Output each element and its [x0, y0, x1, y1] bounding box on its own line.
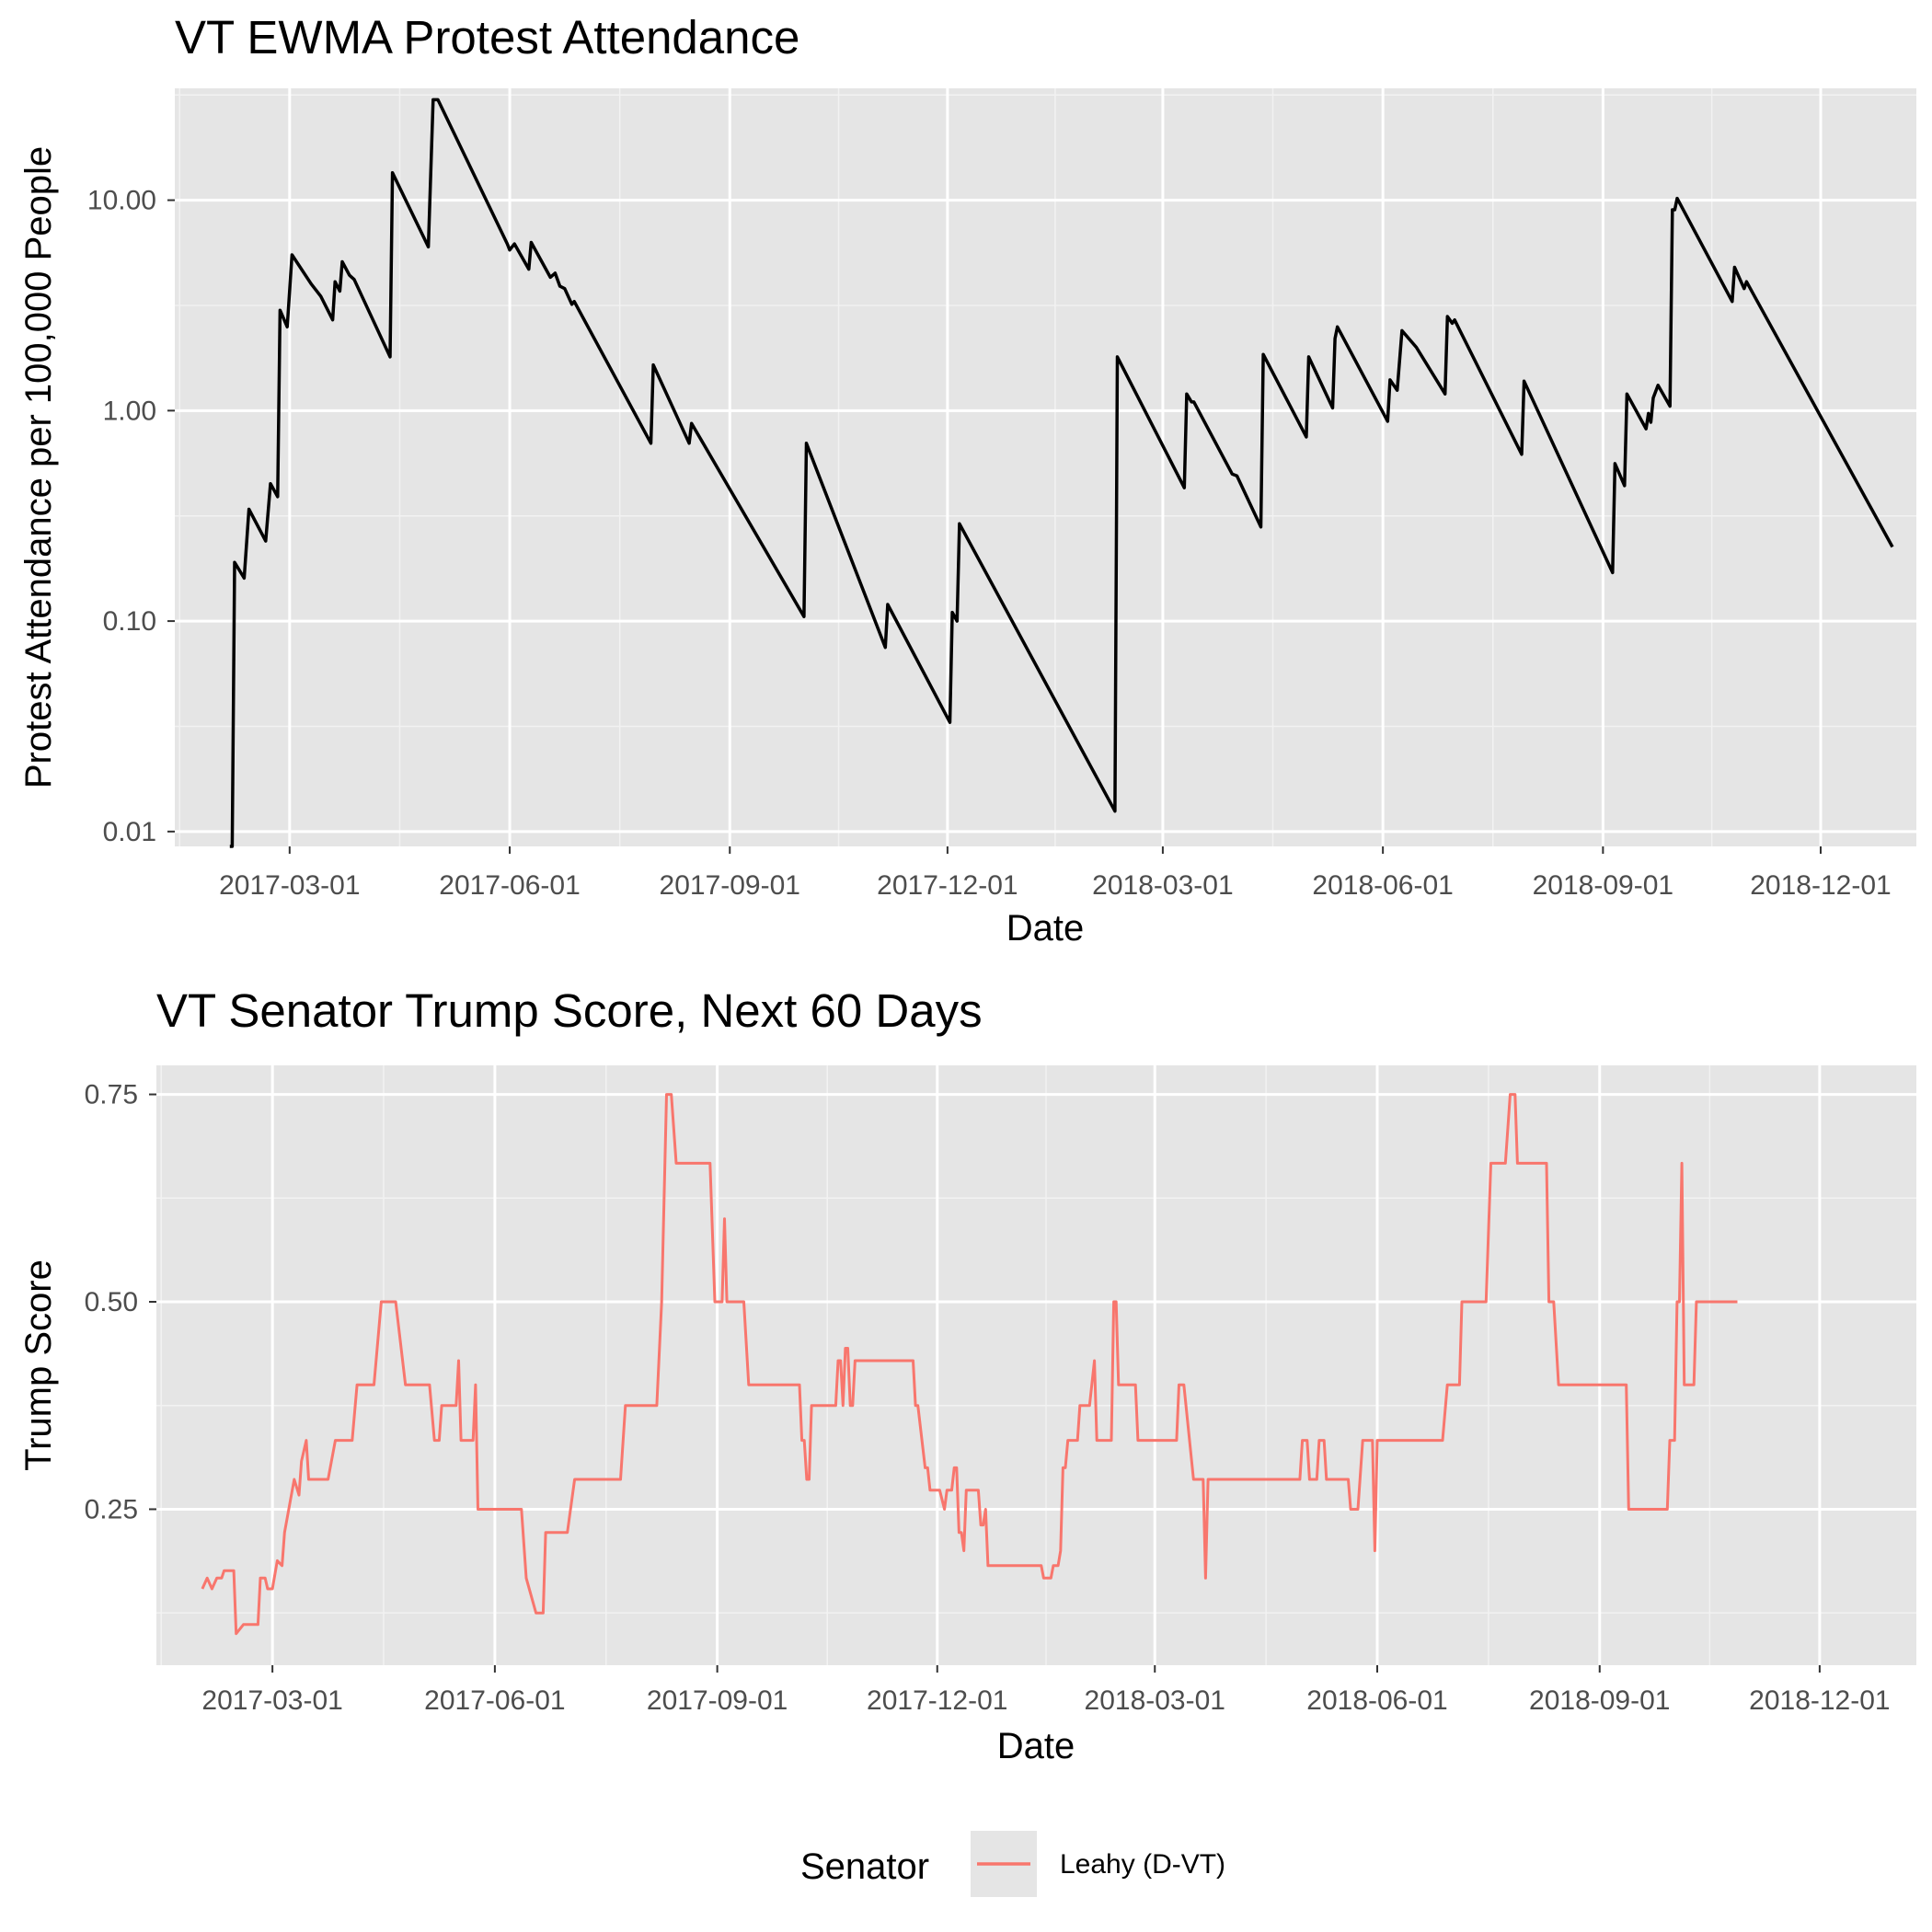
- bottom-chart-gridlines: [156, 1065, 1916, 1665]
- x-tick-label: 2018-06-01: [1306, 1685, 1447, 1716]
- x-tick-label: 2017-03-01: [219, 870, 360, 901]
- top-chart-y-axis-title: Protest Attendance per 100,000 People: [18, 146, 59, 788]
- x-tick-label: 2017-03-01: [201, 1685, 342, 1716]
- top-chart: VT EWMA Protest Attendance 2017-03-01 201…: [18, 11, 1916, 949]
- top-chart-gridlines: [175, 88, 1916, 846]
- y-tick-label: 0.75: [85, 1080, 138, 1110]
- y-tick-label: 0.50: [85, 1287, 138, 1317]
- legend-title: Senator: [800, 1846, 929, 1887]
- bottom-chart-x-axis-title: Date: [997, 1726, 1075, 1766]
- x-tick-label: 2017-12-01: [867, 1685, 1007, 1716]
- top-chart-x-axis-title: Date: [1006, 908, 1085, 949]
- x-tick-label: 2018-06-01: [1312, 870, 1453, 901]
- top-plot-panel: [175, 88, 1916, 846]
- x-tick-label: 2017-06-01: [424, 1685, 565, 1716]
- bottom-chart-series: [201, 1093, 1738, 1636]
- series-line: [201, 1093, 1738, 1636]
- top-chart-series: [229, 98, 1894, 848]
- x-tick-label: 2018-03-01: [1092, 870, 1233, 901]
- y-tick-label: 10.00: [87, 186, 156, 216]
- bottom-chart-y-axis-title: Trump Score: [18, 1259, 59, 1471]
- bottom-chart: VT Senator Trump Score, Next 60 Days 201…: [18, 984, 1916, 1766]
- x-tick-label: 2017-09-01: [647, 1685, 788, 1716]
- series-line: [229, 98, 1894, 848]
- y-tick-label: 0.01: [103, 817, 156, 847]
- y-tick-label: 1.00: [103, 396, 156, 426]
- x-tick-label: 2017-09-01: [660, 870, 800, 901]
- legend-series-label: Leahy (D-VT): [1060, 1849, 1225, 1880]
- legend: Senator Leahy (D-VT): [800, 1831, 1225, 1897]
- top-chart-axes: 2017-03-01 2017-06-01 2017-09-01 2017-12-01…: [87, 186, 1892, 901]
- bottom-plot-panel: [156, 1065, 1916, 1665]
- bottom-chart-title: VT Senator Trump Score, Next 60 Days: [156, 984, 983, 1037]
- top-chart-title: VT EWMA Protest Attendance: [175, 11, 799, 63]
- x-tick-label: 2017-06-01: [439, 870, 580, 901]
- x-tick-label: 2017-12-01: [877, 870, 1018, 901]
- y-tick-label: 0.10: [103, 606, 156, 637]
- x-tick-label: 2018-09-01: [1529, 1685, 1670, 1716]
- x-tick-label: 2018-09-01: [1533, 870, 1673, 901]
- y-tick-label: 0.25: [85, 1494, 138, 1524]
- x-tick-label: 2018-03-01: [1085, 1685, 1225, 1716]
- x-tick-label: 2018-12-01: [1749, 1685, 1890, 1716]
- x-tick-label: 2018-12-01: [1750, 870, 1891, 901]
- bottom-chart-axes: 2017-03-01 2017-06-01 2017-09-01 2017-12-01…: [85, 1080, 1891, 1716]
